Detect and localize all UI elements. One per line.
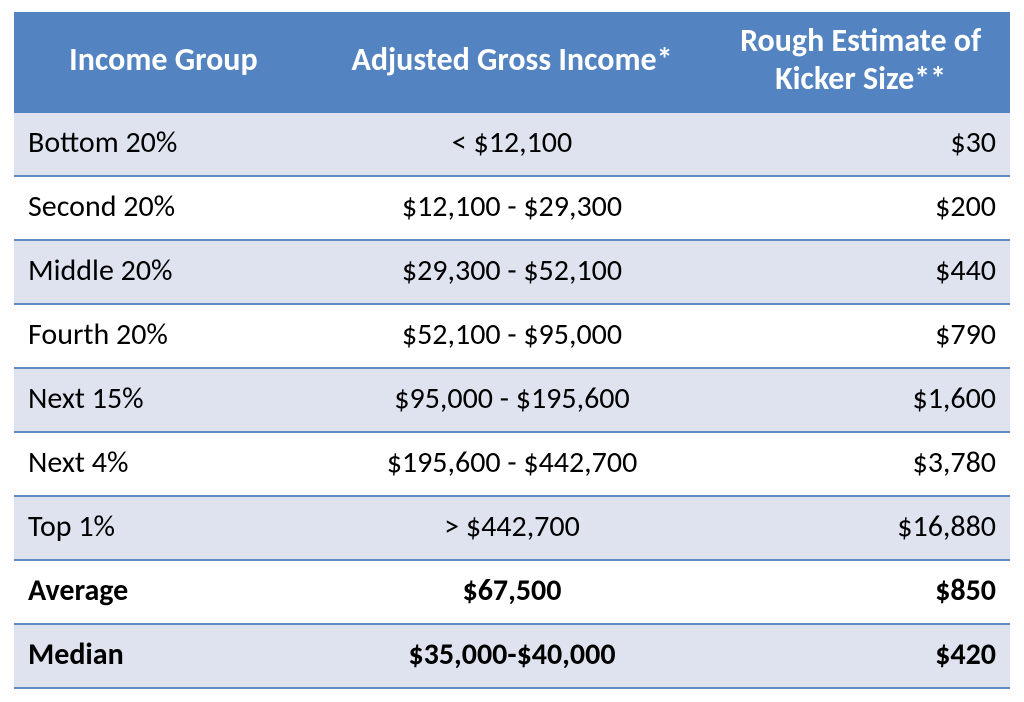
cell-agi: $67,500	[313, 560, 711, 624]
table-row: Next 4%$195,600 - $442,700$3,780	[14, 432, 1010, 496]
table-row: Second 20%$12,100 - $29,300$200	[14, 176, 1010, 240]
cell-agi: $52,100 - $95,000	[313, 304, 711, 368]
col-header-income-group: Income Group	[14, 12, 313, 113]
cell-kicker: $790	[711, 304, 1010, 368]
col-header-label: Income Group	[69, 40, 257, 79]
table-row: Top 1%> $442,700$16,880	[14, 496, 1010, 560]
table-header: Income Group Adjusted Gross Income* Roug…	[14, 12, 1010, 113]
cell-income-group: Bottom 20%	[14, 113, 313, 176]
cell-agi: $35,000-$40,000	[313, 624, 711, 688]
cell-kicker: $420	[711, 624, 1010, 688]
income-kicker-table: Income Group Adjusted Gross Income* Roug…	[14, 12, 1010, 689]
cell-agi: > $442,700	[313, 496, 711, 560]
cell-income-group: Top 1%	[14, 496, 313, 560]
col-header-agi: Adjusted Gross Income*	[313, 12, 711, 113]
table-row: Median$35,000-$40,000$420	[14, 624, 1010, 688]
cell-kicker: $30	[711, 113, 1010, 176]
cell-income-group: Fourth 20%	[14, 304, 313, 368]
cell-agi: < $12,100	[313, 113, 711, 176]
cell-agi: $12,100 - $29,300	[313, 176, 711, 240]
cell-income-group: Second 20%	[14, 176, 313, 240]
cell-agi: $195,600 - $442,700	[313, 432, 711, 496]
cell-kicker: $3,780	[711, 432, 1010, 496]
cell-agi: $29,300 - $52,100	[313, 240, 711, 304]
table-row: Bottom 20%< $12,100$30	[14, 113, 1010, 176]
table-header-row: Income Group Adjusted Gross Income* Roug…	[14, 12, 1010, 113]
cell-agi: $95,000 - $195,600	[313, 368, 711, 432]
col-header-kicker: Rough Estimate of Kicker Size**	[711, 12, 1010, 113]
col-header-label: Adjusted Gross Income*	[351, 40, 672, 79]
col-header-label: Rough Estimate of Kicker Size**	[740, 21, 981, 98]
cell-kicker: $440	[711, 240, 1010, 304]
cell-kicker: $850	[711, 560, 1010, 624]
table-row: Average$67,500$850	[14, 560, 1010, 624]
cell-income-group: Middle 20%	[14, 240, 313, 304]
table-row: Next 15%$95,000 - $195,600$1,600	[14, 368, 1010, 432]
cell-kicker: $1,600	[711, 368, 1010, 432]
cell-income-group: Next 15%	[14, 368, 313, 432]
cell-income-group: Average	[14, 560, 313, 624]
cell-kicker: $200	[711, 176, 1010, 240]
cell-kicker: $16,880	[711, 496, 1010, 560]
table-row: Fourth 20%$52,100 - $95,000$790	[14, 304, 1010, 368]
table-row: Middle 20%$29,300 - $52,100$440	[14, 240, 1010, 304]
table-body: Bottom 20%< $12,100$30Second 20%$12,100 …	[14, 113, 1010, 688]
cell-income-group: Median	[14, 624, 313, 688]
cell-income-group: Next 4%	[14, 432, 313, 496]
